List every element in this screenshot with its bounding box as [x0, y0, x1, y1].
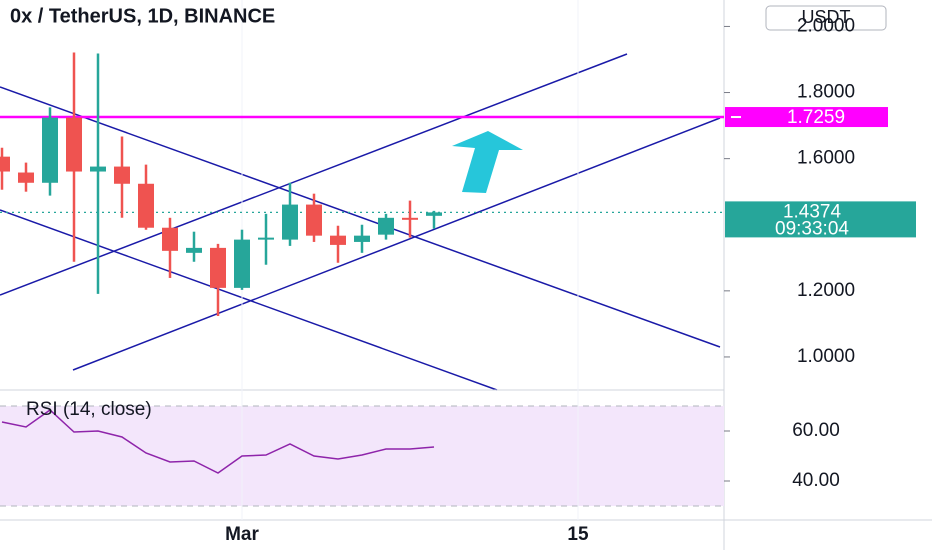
y-tick-label: 1.6000	[797, 148, 855, 169]
rsi-y-tick-label: 60.00	[792, 420, 840, 441]
y-tick-label: 1.8000	[797, 82, 855, 103]
candle-body	[234, 239, 250, 288]
countdown-label: 09:33:04	[775, 218, 849, 239]
candle-body	[402, 217, 418, 220]
candle-body	[0, 156, 10, 172]
candle-body	[330, 235, 346, 245]
last-price-label: 1.4374	[783, 201, 842, 222]
currency-button[interactable]	[765, 5, 887, 31]
candle-body	[42, 117, 58, 183]
rsi-title: RSI (14, close)	[26, 399, 152, 420]
candle-body	[354, 235, 370, 242]
y-tick-label: 1.0000	[797, 346, 855, 367]
x-tick-label: 15	[567, 524, 589, 545]
candle-body	[210, 247, 226, 288]
candle-body	[426, 212, 442, 216]
drawings	[0, 53, 721, 391]
candle-body	[66, 117, 82, 172]
candle-body	[162, 227, 178, 251]
currency-label[interactable]: USDT	[802, 7, 851, 27]
candle-body	[114, 166, 130, 184]
trend-line	[0, 209, 498, 391]
arrow-up	[452, 131, 523, 193]
trend-line	[0, 86, 721, 348]
x-tick-label: Mar	[225, 524, 259, 545]
candle-body	[138, 183, 154, 228]
candle-body	[18, 172, 34, 183]
candle-body	[378, 217, 394, 235]
candle-body	[258, 237, 274, 240]
y-tick-label: 1.2000	[797, 280, 855, 301]
trend-line	[72, 117, 721, 371]
horizontal-line-label-box	[725, 107, 888, 128]
horizontal-line-label: 1.7259	[787, 107, 845, 128]
candle-body	[186, 247, 202, 253]
candle-body	[306, 204, 322, 236]
rsi-band	[0, 406, 724, 506]
candle-body	[90, 166, 106, 172]
candle-body	[282, 204, 298, 240]
last-price-box	[725, 201, 916, 238]
y-tick-label: 2.0000	[797, 15, 855, 36]
rsi-y-tick-label: 40.00	[792, 470, 840, 491]
rsi-line	[1, 409, 435, 474]
chart-title: 0x / TetherUS, 1D, BINANCE	[10, 5, 275, 27]
trend-line	[0, 53, 628, 296]
